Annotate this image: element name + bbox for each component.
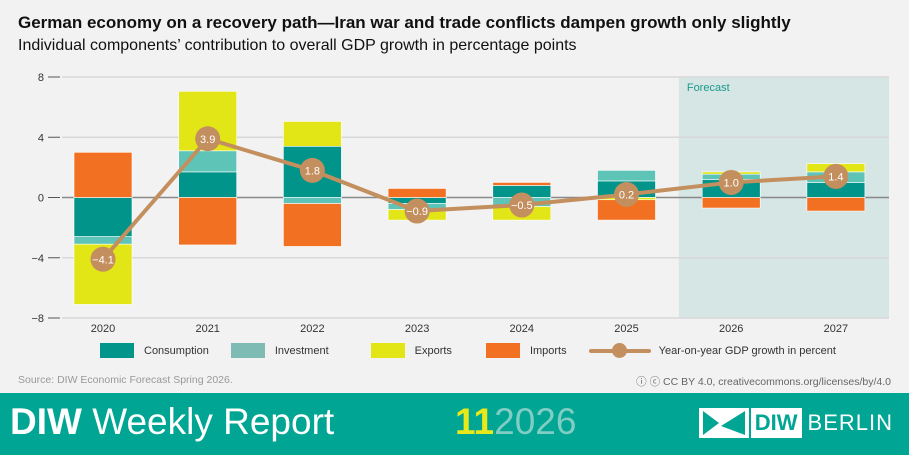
x-tick-label: 2021 [195,323,219,335]
y-tick-label: 8 [38,72,44,84]
logo-diw: DIW [750,408,802,438]
bar-imports-2024 [492,182,552,186]
legend-exports: Exports [370,343,452,358]
legend-label: Year-on-year GDP growth in percent [658,344,836,357]
legend-label: Investment [274,344,329,357]
source-note: Source: DIW Economic Forecast Spring 202… [18,374,233,386]
bar-imports-2021 [178,197,237,246]
gdp-data-label: 3.9 [200,134,215,146]
bar-imports-2023 [387,188,447,198]
gdp-data-label: −0.9 [406,206,428,218]
legend-consumption: Consumption [100,343,209,358]
bar-investment-2025 [597,170,656,182]
line-marker-icon [588,343,651,358]
logo-berlin: BERLIN [807,410,893,435]
x-tick-label: 2024 [510,323,534,335]
swatch-imports [485,343,520,358]
swatch-exports [370,343,405,358]
footer-banner: DIW Weekly Report 112026 DIW BERLIN [0,393,909,455]
x-tick-label: 2023 [405,323,429,335]
legend-investment: Investment [230,343,329,358]
legend-label: Consumption [144,344,209,357]
bar-imports-2022 [283,203,342,247]
x-tick-label: 2027 [824,323,848,335]
y-tick-label: −8 [31,313,44,325]
swatch-investment [230,343,265,358]
gdp-data-label: −0.5 [511,200,533,212]
x-tick-label: 2025 [614,323,638,335]
issue-number: 11 [455,401,495,442]
bar-consumption-2021 [178,171,237,198]
issue-year: 2026 [494,401,577,442]
legend-label: Imports [529,344,567,357]
x-tick-label: 2026 [719,323,743,335]
gdp-point-2024 [509,192,535,218]
forecast-label: Forecast [687,82,730,94]
bar-investment-2022 [283,197,342,204]
chart-subtitle: Individual components’ contribution to o… [18,37,577,54]
legend-gdp: Year-on-year GDP growth in percent [588,343,836,358]
bar-exports-2022 [283,121,342,147]
license-note[interactable]: ⓘ ⓒ CC BY 4.0, creativecommons.org/licen… [636,374,891,389]
bar-imports-2026 [701,197,761,209]
gdp-point-2022 [299,157,325,183]
gdp-data-label: 0.2 [619,189,634,201]
brand-bold: DIW [10,401,82,442]
y-tick-label: 0 [38,193,44,205]
legend: Consumption Investment Exports Imports Y… [100,343,858,358]
legend-label: Exports [414,344,452,357]
x-tick-label: 2022 [300,323,324,335]
gdp-data-label: 1.4 [828,171,843,183]
gdp-growth-line [101,136,837,261]
bar-imports-2020 [73,152,133,198]
cc-icon: ⓘ ⓒ [636,376,663,388]
swatch-consumption [100,343,134,358]
gdp-point-2020 [90,246,116,272]
gdp-point-2027 [823,163,849,189]
x-tick-label: 2020 [91,323,115,335]
diw-logo-mark-icon [698,408,749,438]
stacked-bar-chart: Forecast 8 4 0 −4 −8 2020 2021 2022 2023 2024 2025 2… [31,72,889,335]
brand-rest: Weekly Report [81,401,335,442]
diw-berlin-logo: DIW BERLIN [698,408,893,438]
gdp-point-2026 [718,169,744,195]
y-tick-label: −4 [31,253,44,265]
license-text: CC BY 4.0, creativecommons.org/licenses/… [663,376,891,388]
issue: 112026 [455,401,576,443]
bar-imports-2027 [806,197,866,212]
publication-name: DIW Weekly Report [10,401,334,443]
gdp-data-label: 1.8 [305,165,320,177]
legend-imports: Imports [485,343,567,358]
gdp-point-2023 [404,198,430,224]
gdp-point-2021 [195,126,221,152]
gdp-point-2025 [614,181,639,207]
y-tick-label: 4 [38,132,44,144]
gdp-data-label: 1.0 [724,177,739,189]
chart-title: German economy on a recovery path—Iran w… [18,13,791,32]
bar-consumption-2020 [73,197,133,237]
gdp-data-label: −4.1 [92,254,114,266]
